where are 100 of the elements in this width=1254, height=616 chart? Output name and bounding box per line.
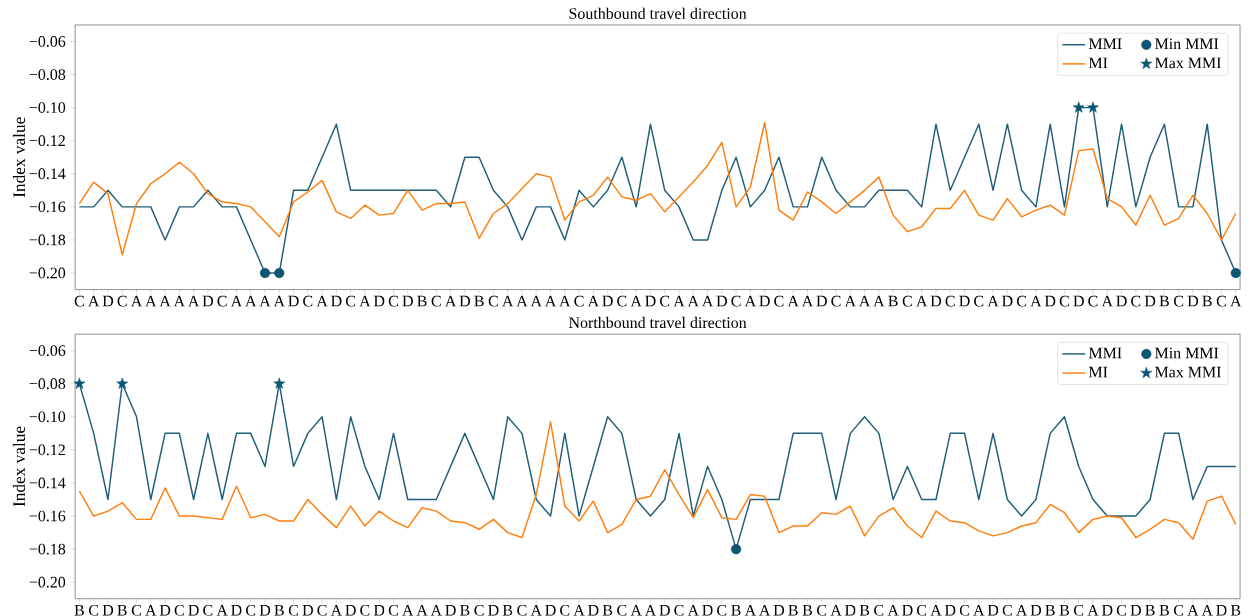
x-tick-label: D [288,295,299,307]
x-tick-label: A [1016,604,1028,616]
x-tick-label: A [973,604,985,616]
x-tick-label: B [1045,604,1055,616]
x-tick-label: C [174,604,184,616]
x-tick-label: A [273,295,285,307]
x-tick-label: C [345,295,356,307]
x-tick-label: D [345,604,356,616]
x-tick-label: B [731,604,741,616]
x-tick-label: D [1216,604,1227,616]
x-tick-label: D [1030,604,1042,616]
x-tick-label: A [430,604,442,616]
x-tick-label: B [1145,604,1155,616]
x-tick-label: C [917,604,927,616]
x-tick-label: B [502,604,513,616]
x-tick-label: B [859,604,870,616]
x-tick-label: C [1216,295,1226,307]
x-tick-label: A [444,295,457,307]
x-tick-label: A [559,295,571,307]
x-tick-label: C [474,604,484,616]
x-tick-label: A [1087,604,1099,616]
x-tick-label: A [159,295,171,307]
legend-label: MMI [1088,347,1122,358]
x-tick-label: D [759,295,770,307]
x-tick-label: C [574,295,584,307]
legend-label: MI [1088,366,1108,378]
x-tick-label: C [831,295,841,307]
y-tick-label: −0.06 [29,345,66,356]
x-tick-label: A [359,295,371,307]
y-tick-label: −0.20 [29,267,66,279]
x-tick-label: D [159,604,171,616]
x-tick-label: C [360,604,370,616]
x-tick-label: C [902,295,912,307]
x-tick-label: A [858,295,871,307]
x-tick-label: A [173,295,185,307]
x-tick-label: A [88,295,100,307]
x-tick-label: B [1202,295,1212,307]
y-tick-label: −0.16 [29,510,66,522]
x-tick-label: C [217,295,227,307]
x-tick-label: D [716,295,727,307]
legend-label: Max MMI [1155,366,1221,378]
x-tick-label: A [1101,295,1113,307]
x-tick-label: D [659,604,670,616]
x-tick-label: C [674,604,684,616]
x-tick-label: B [1059,604,1069,616]
y-axis-title: Index value [12,426,26,507]
x-tick-label: D [102,604,114,616]
x-tick-label: C [246,604,256,616]
x-tick-label: D [331,295,342,307]
x-tick-label: D [1187,295,1199,307]
x-tick-label: C [1173,295,1184,307]
x-tick-label: A [673,295,685,307]
x-tick-label: A [544,295,557,307]
x-tick-label: D [1002,295,1013,307]
x-tick-label: B [474,295,484,307]
x-tick-label: A [759,604,771,616]
x-tick-label: A [844,295,856,307]
legend-label: Max MMI [1155,57,1221,69]
x-tick-label: D [645,295,656,307]
x-tick-label: A [245,295,257,307]
x-tick-label: D [1130,604,1141,616]
x-tick-label: D [188,604,199,616]
x-tick-label: C [560,604,570,616]
x-tick-label: A [630,604,642,616]
x-tick-label: D [1116,295,1127,307]
x-tick-label: D [373,604,385,616]
x-tick-label: A [744,295,757,307]
legend-label: MI [1088,57,1108,68]
x-tick-label: A [130,295,143,307]
y-tick-label: −0.12 [29,444,65,456]
x-tick-label: C [959,604,969,616]
x-tick-label: D [302,604,313,616]
y-tick-label: −0.18 [29,543,66,555]
x-tick-label: A [530,604,542,616]
x-tick-label: C [874,604,884,616]
y-tick-label: −0.12 [29,135,65,146]
x-tick-label: A [687,604,699,616]
x-tick-label: A [502,295,514,307]
x-tick-label: B [117,604,127,616]
x-tick-label: D [987,604,999,616]
x-tick-label: C [731,295,741,307]
y-axis-title: Index value [12,117,26,198]
x-tick-label: C [74,295,84,307]
y-tick-label: −0.16 [29,201,66,213]
x-tick-label: A [916,295,928,307]
x-tick-label: A [687,295,699,307]
x-tick-label: A [573,604,585,616]
x-tick-label: A [1230,295,1242,307]
x-tick-label: C [945,295,955,307]
x-tick-label: A [873,295,885,307]
x-tick-label: B [1230,604,1241,616]
x-tick-label: D [445,604,456,616]
x-tick-label: A [744,604,757,616]
x-tick-label: D [459,295,470,307]
x-tick-label: C [131,604,141,616]
x-tick-label: A [630,295,642,307]
x-tick-label: D [488,604,499,616]
x-tick-label: A [402,604,414,616]
x-tick-label: B [417,295,427,307]
x-tick-label: D [1044,295,1056,307]
